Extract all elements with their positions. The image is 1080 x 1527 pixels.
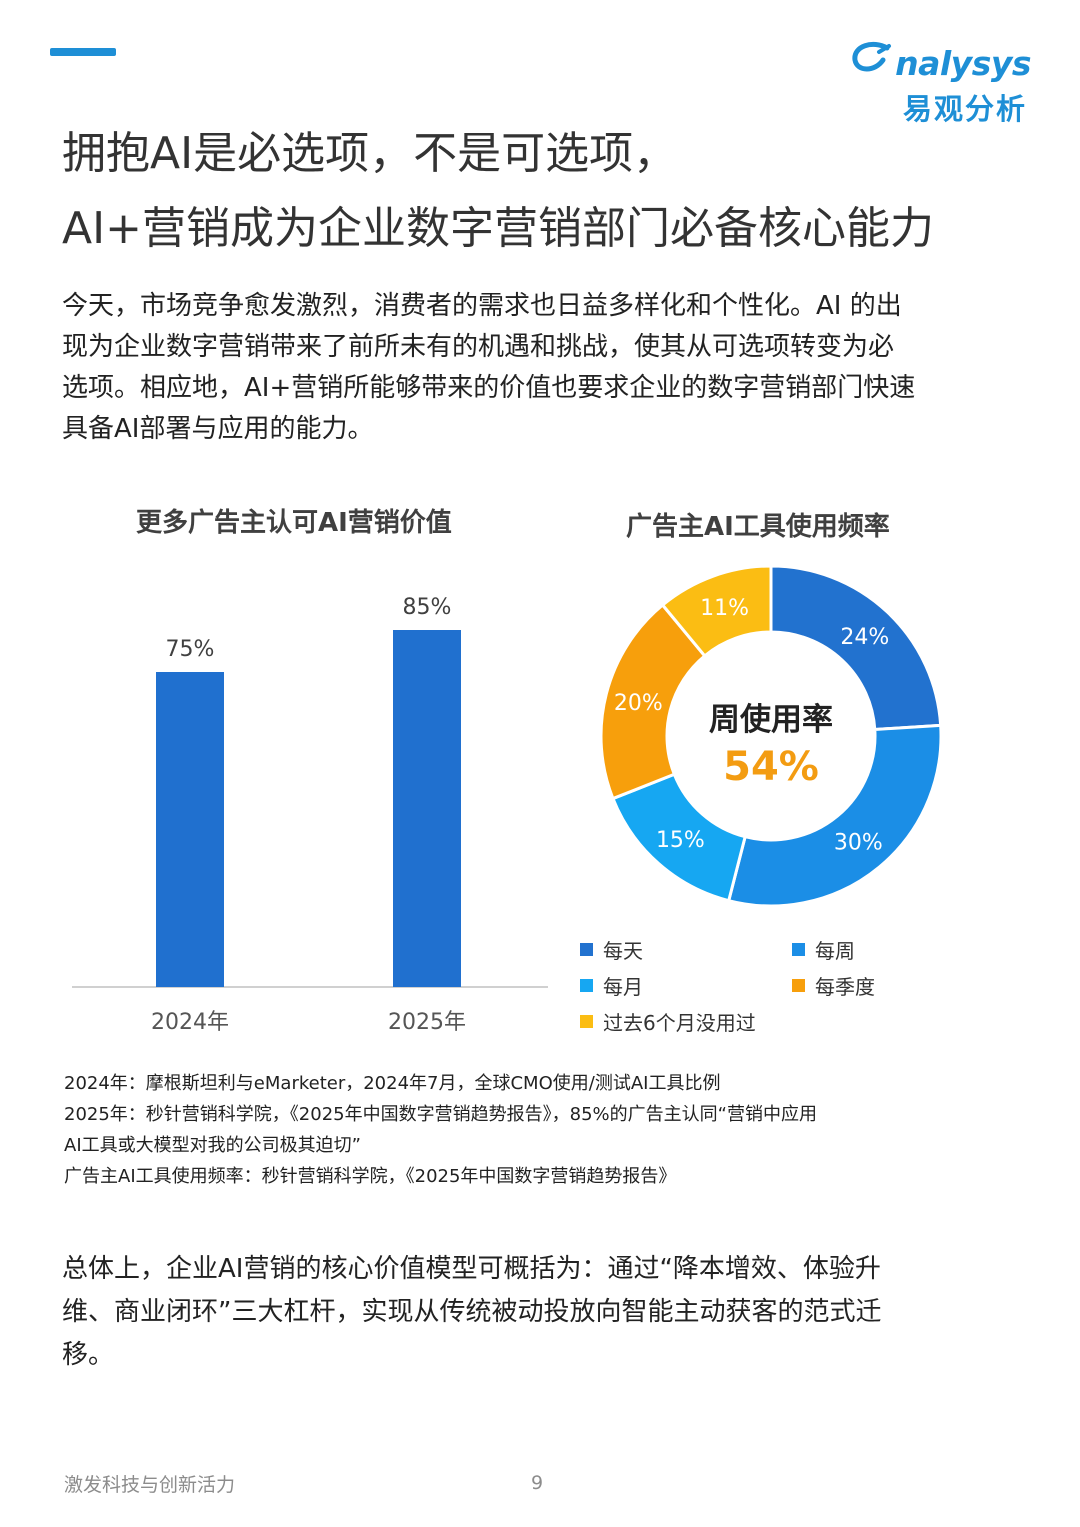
legend-label: 过去6个月没用过 [603, 1011, 756, 1035]
legend-label: 每月 [603, 975, 643, 999]
legend-item: 过去6个月没用过 [580, 1007, 756, 1036]
donut-slice-label: 11% [700, 596, 749, 621]
legend-swatch [580, 1015, 593, 1028]
source-line: 2024年：摩根斯坦利与eMarketer，2024年7月，全球CMO使用/测试… [64, 1073, 721, 1094]
donut-slice [726, 723, 943, 908]
bar-value-label: 85% [403, 595, 452, 620]
summary-line: 维、商业闭环”三大杠杆，实现从传统被动投放向智能主动获客的范式迁 [62, 1297, 882, 1327]
intro-line: 具备AI部署与应用的能力。 [62, 414, 374, 444]
bar [156, 672, 224, 987]
legend-item: 每周 [792, 935, 855, 964]
logo-wordmark: nalysys [895, 44, 1031, 83]
donut-chart: 24% 30% 15% 20% 11% 周使用率 54% [599, 564, 943, 908]
source-line: AI工具或大模型对我的公司极其迫切” [64, 1135, 361, 1156]
source-line: 广告主AI工具使用频率：秒针营销科学院，《2025年中国数字营销趋势报告》 [64, 1166, 677, 1187]
title-line: AI+营销成为企业数字营销部门必备核心能力 [62, 203, 934, 254]
donut-slice-label: 30% [834, 831, 883, 856]
donut-slice-label: 20% [614, 691, 663, 716]
page-number: 9 [531, 1472, 544, 1494]
legend-swatch [580, 979, 593, 992]
legend-label: 每周 [815, 939, 855, 963]
summary-line: 总体上，企业AI营销的核心价值模型可概括为：通过“降本增效、体验升 [62, 1254, 881, 1284]
donut-slice [660, 564, 773, 658]
analysys-logo: nalysys 易观分析 [845, 34, 1035, 129]
donut-center-label: 周使用率 [709, 702, 833, 738]
legend-item: 每月 [580, 971, 643, 1000]
source-line: 2025年：秒针营销科学院，《2025年中国数字营销趋势报告》，85%的广告主认… [64, 1104, 817, 1125]
logo-swoosh-icon [852, 42, 891, 72]
accent-bar [50, 48, 116, 56]
legend-swatch [580, 943, 593, 956]
source-notes: 2024年：摩根斯坦利与eMarketer，2024年7月，全球CMO使用/测试… [64, 1068, 1024, 1192]
intro-paragraph: 今天，市场竞争愈发激烈，消费者的需求也日益多样化和个性化。AI 的出 现为企业数… [62, 286, 1022, 450]
bar-value-label: 75% [166, 637, 215, 662]
intro-line: 今天，市场竞争愈发激烈，消费者的需求也日益多样化和个性化。AI 的出 [62, 291, 902, 321]
bar-category-label: 2025年 [388, 1010, 466, 1035]
summary-line: 移。 [62, 1340, 115, 1370]
legend-label: 每天 [603, 939, 643, 963]
footer-tagline: 激发科技与创新活力 [64, 1474, 236, 1496]
summary-paragraph: 总体上，企业AI营销的核心价值模型可概括为：通过“降本增效、体验升 维、商业闭环… [62, 1248, 1022, 1377]
donut-chart-title: 广告主AI工具使用频率 [626, 512, 890, 542]
intro-line: 现为企业数字营销带来了前所未有的机遇和挑战，使其从可选项转变为必 [62, 332, 895, 362]
bar-category-label: 2024年 [151, 1010, 229, 1035]
legend-swatch [792, 943, 805, 956]
logo-chinese-name: 易观分析 [902, 92, 1027, 126]
legend-label: 每季度 [815, 975, 875, 999]
legend-item: 每天 [580, 935, 643, 964]
legend-swatch [792, 979, 805, 992]
intro-line: 选项。相应地，AI+营销所能够带来的价值也要求企业的数字营销部门快速 [62, 373, 916, 403]
title-line: 拥抱AI是必选项，不是可选项， [62, 128, 678, 179]
bar-chart-title: 更多广告主认可AI营销价值 [136, 508, 452, 538]
bar [393, 630, 461, 987]
donut-slice-label: 15% [656, 828, 705, 853]
legend-item: 每季度 [792, 971, 875, 1000]
donut-center-value: 54% [723, 744, 819, 790]
donut-slice [769, 564, 943, 732]
page-title: 拥抱AI是必选项，不是可选项， AI+营销成为企业数字营销部门必备核心能力 [62, 116, 1072, 266]
bar-chart: 75% 2024年 85% 2025年 [72, 595, 548, 1035]
donut-slice-label: 24% [840, 625, 889, 650]
